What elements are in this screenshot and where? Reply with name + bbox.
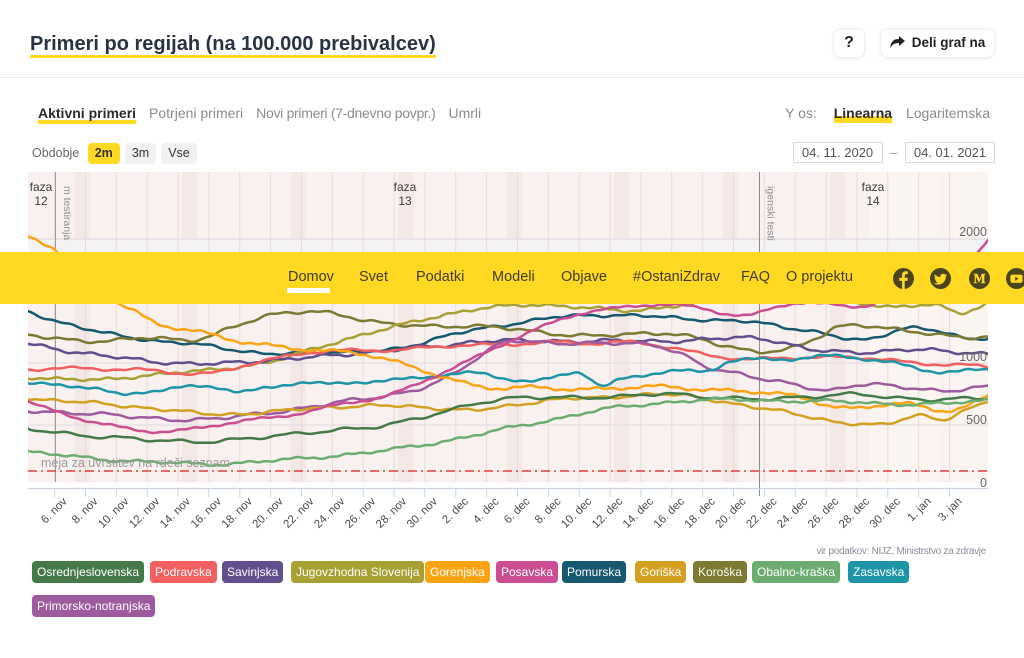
svg-text:4. dec: 4. dec [471, 495, 502, 526]
svg-text:6. dec: 6. dec [502, 495, 533, 526]
svg-text:2000: 2000 [959, 225, 987, 239]
svg-text:meja za uvrstitev na rdeči sez: meja za uvrstitev na rdeči seznam [41, 456, 230, 470]
svg-text:12. dec: 12. dec [590, 495, 625, 530]
svg-text:22. nov: 22. nov [281, 495, 316, 530]
svg-text:14. dec: 14. dec [621, 495, 656, 530]
svg-text:12: 12 [34, 194, 48, 208]
svg-text:28. dec: 28. dec [837, 495, 872, 530]
svg-text:igenski testi: igenski testi [765, 186, 777, 241]
svg-text:20. nov: 20. nov [251, 495, 286, 530]
svg-text:faza: faza [862, 180, 885, 194]
svg-text:0: 0 [980, 476, 987, 490]
svg-text:20. dec: 20. dec [713, 495, 748, 530]
svg-text:2. dec: 2. dec [440, 495, 471, 526]
svg-text:26. dec: 26. dec [806, 495, 841, 530]
svg-text:13: 13 [398, 194, 412, 208]
svg-text:faza: faza [394, 180, 417, 194]
svg-text:6. nov: 6. nov [39, 495, 70, 526]
svg-text:500: 500 [966, 413, 987, 427]
svg-text:10. nov: 10. nov [96, 495, 131, 530]
svg-text:24. nov: 24. nov [312, 495, 347, 530]
svg-text:26. nov: 26. nov [343, 495, 378, 530]
svg-text:30. dec: 30. dec [868, 495, 903, 530]
svg-text:1000: 1000 [959, 350, 987, 364]
svg-text:22. dec: 22. dec [744, 495, 779, 530]
svg-text:24. dec: 24. dec [775, 495, 810, 530]
svg-text:10. dec: 10. dec [559, 495, 594, 530]
svg-text:18. nov: 18. nov [220, 495, 255, 530]
svg-text:14. nov: 14. nov [158, 495, 193, 530]
svg-text:12. nov: 12. nov [127, 495, 162, 530]
svg-text:3. jan: 3. jan [936, 496, 964, 524]
svg-text:18. dec: 18. dec [683, 495, 718, 530]
svg-text:28. nov: 28. nov [374, 495, 409, 530]
svg-text:faza: faza [30, 180, 53, 194]
svg-text:1. jan: 1. jan [905, 496, 933, 524]
svg-text:14: 14 [866, 194, 880, 208]
svg-text:m testiranja: m testiranja [61, 186, 73, 240]
svg-text:16. dec: 16. dec [652, 495, 687, 530]
svg-text:16. nov: 16. nov [189, 495, 224, 530]
svg-text:30. nov: 30. nov [405, 495, 440, 530]
